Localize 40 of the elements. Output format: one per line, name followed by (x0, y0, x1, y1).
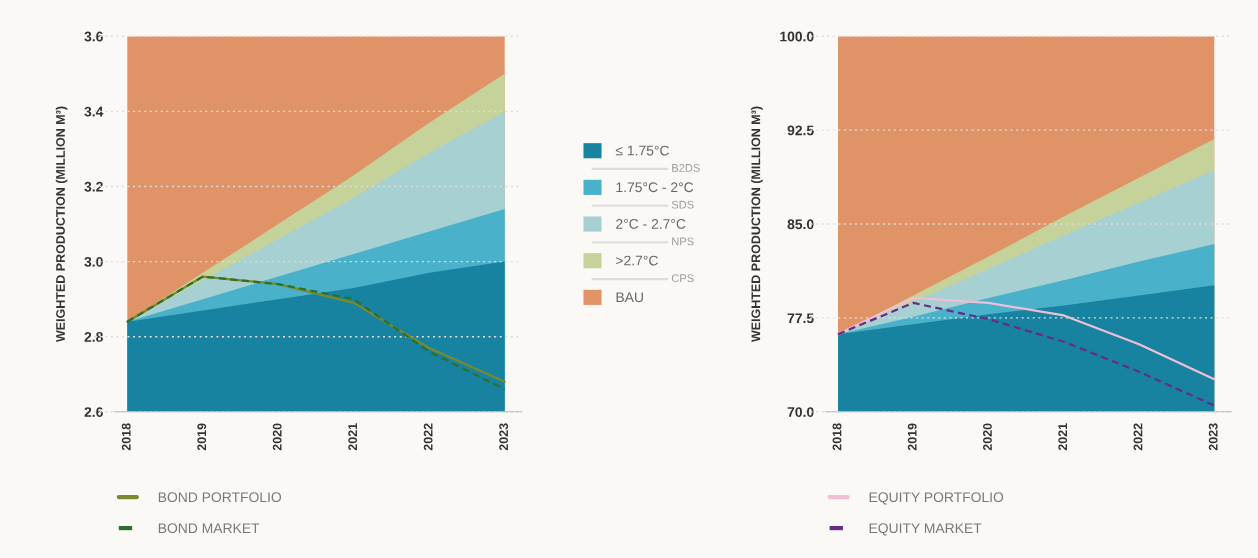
x-tick-label: 2022 (1133, 423, 1143, 451)
x-tick-label: 2023 (499, 423, 509, 451)
y-tick-label: 3.0 (84, 256, 103, 267)
x-tick-label: 2020 (983, 423, 992, 451)
y-tick-label: 85.0 (787, 219, 814, 230)
legend-label: BOND MARKET (158, 523, 260, 534)
y-tick-label: 100.0 (780, 31, 814, 42)
legend-label: ≤ 1.75°C (615, 145, 669, 156)
y-tick-label: 2.8 (84, 332, 103, 342)
legend-label: 2°C - 2.7°C (616, 218, 686, 229)
text: SDS (671, 200, 694, 209)
y-tick-label: 3.4 (84, 106, 104, 117)
y-tick-label: 3.2 (84, 181, 103, 192)
x-tick-label: 2019 (907, 423, 917, 451)
y-tick-label: 3.6 (84, 31, 103, 42)
text: NPS (672, 237, 694, 246)
y-tick-label: 70.0 (787, 407, 814, 417)
y-tick-label: 77.5 (787, 313, 814, 324)
x-tick-label: 2018 (832, 423, 842, 451)
y-axis-title: WEIGHTED PRODUCTION (MILLION M³) (751, 106, 763, 343)
text: CPS (671, 274, 694, 283)
legend-label: >2.7°C (616, 255, 658, 266)
x-tick-label: 2021 (348, 423, 358, 451)
legend-label: EQUITY PORTFOLIO (869, 492, 1004, 505)
x-tick-label: 2019 (197, 423, 207, 451)
line-series (836, 296, 1216, 381)
legend-label: BOND PORTFOLIO (158, 492, 282, 503)
x-tick-label: 2021 (1058, 423, 1068, 451)
x-tick-label: 2018 (121, 423, 131, 451)
y-tick-label: 2.6 (84, 407, 103, 417)
x-tick-label: 2022 (423, 423, 433, 451)
line-series (836, 301, 1216, 407)
y-tick-label: 92.5 (787, 125, 814, 136)
legend-label: 1.75°C - 2°C (616, 182, 694, 193)
legend-label: EQUITY MARKET (869, 523, 982, 536)
text: B2DS (672, 163, 700, 172)
legend-label: BAU (616, 292, 643, 303)
x-tick-label: 2023 (1208, 423, 1218, 451)
x-tick-label: 2020 (272, 423, 282, 451)
y-axis-title: WEIGHTED PRODUCTION (MILLION M³) (55, 106, 68, 343)
